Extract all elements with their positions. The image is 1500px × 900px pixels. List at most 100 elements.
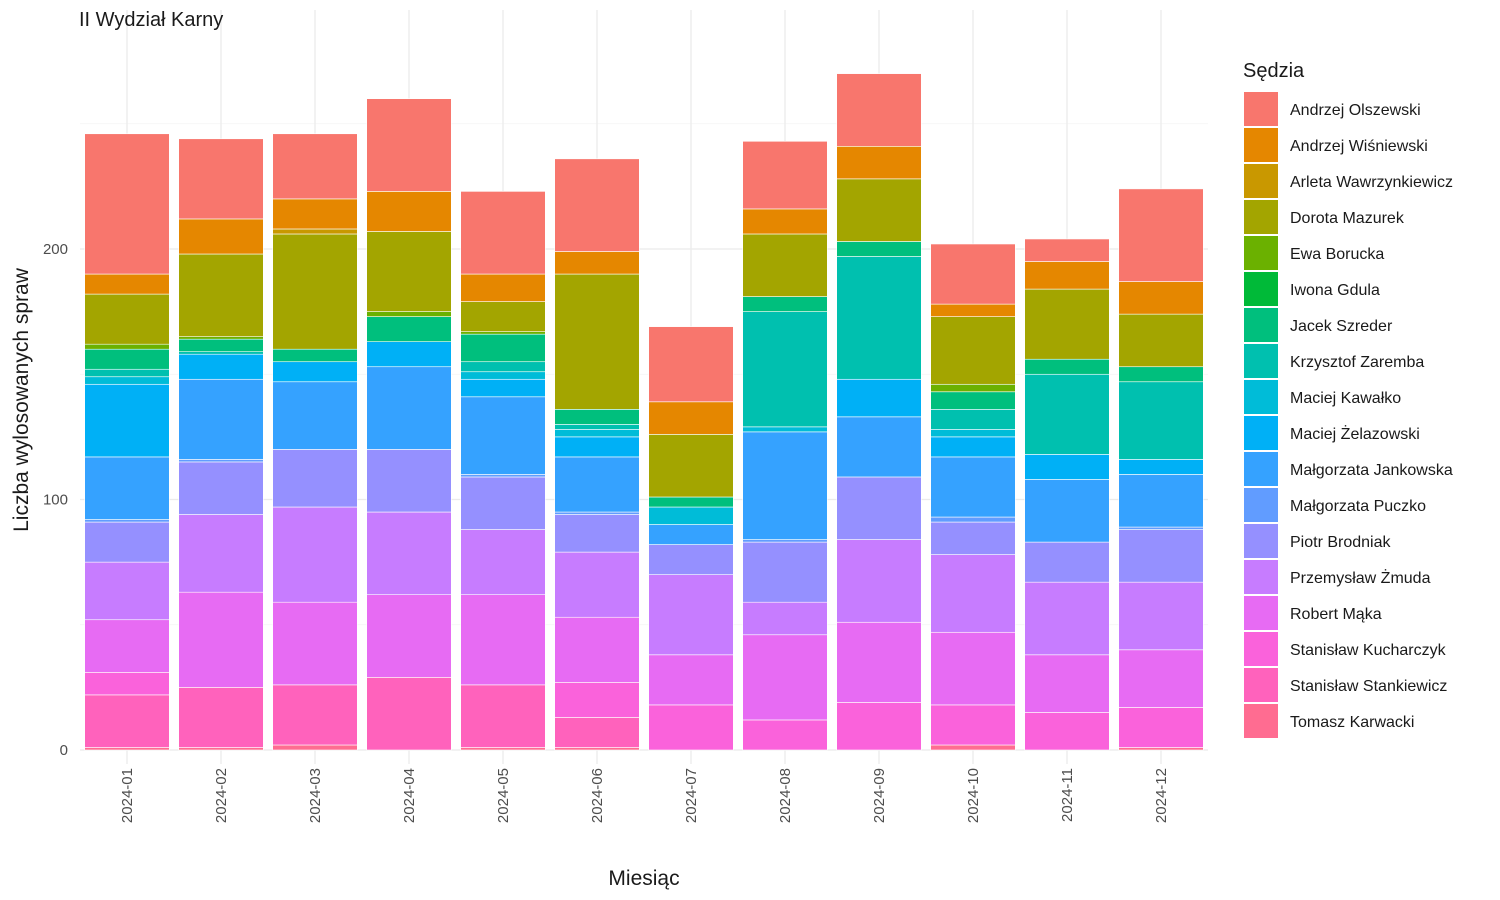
bar-segment [1118, 581, 1204, 651]
bar-segment [1024, 358, 1110, 375]
legend-swatch [1244, 308, 1278, 342]
bar-segment [930, 409, 1016, 430]
x-tick-label: 2024-10 [965, 768, 982, 823]
bar-segment [554, 436, 640, 458]
bar-segment [178, 591, 264, 688]
legend-item-label: Maciej Żelazowski [1290, 424, 1420, 443]
bar-segment [84, 348, 170, 370]
y-tick-label: 200 [43, 241, 68, 258]
bars-layer [84, 73, 1204, 751]
bar-segment [742, 539, 828, 543]
bar-segment [648, 401, 734, 435]
bar-segment [460, 476, 546, 530]
legend-item-label: Małgorzata Puczko [1290, 498, 1426, 515]
bar-segment [460, 684, 546, 748]
bar-segment [930, 243, 1016, 305]
x-axis-title: Miesiąc [608, 867, 679, 890]
bar-segment [1118, 474, 1204, 528]
legend-swatch [1244, 596, 1278, 630]
bar-segment [1118, 526, 1204, 530]
bar-segment [1118, 529, 1204, 583]
bar-segment [930, 429, 1016, 438]
bar-segment [84, 293, 170, 345]
bar-segment [366, 316, 452, 342]
bar-segment [366, 191, 452, 232]
legend-item-label: Jacek Szreder [1290, 318, 1393, 335]
bar-segment [84, 519, 170, 523]
bar-segment [366, 594, 452, 678]
bar-segment [1024, 581, 1110, 656]
bar-segment [648, 574, 734, 656]
bar-segment [178, 336, 264, 340]
bar-segment [460, 273, 546, 302]
bar-segment [930, 521, 1016, 555]
bar-segment [930, 436, 1016, 458]
x-tick-label: 2024-03 [307, 768, 324, 823]
bar-segment [84, 694, 170, 748]
x-tick-label: 2024-09 [871, 768, 888, 823]
bar-segment [272, 348, 358, 363]
bar-segment [930, 303, 1016, 317]
legend-swatch [1244, 524, 1278, 558]
legend-swatch [1244, 92, 1278, 126]
legend-item-label: Stanisław Kucharczyk [1290, 642, 1447, 659]
bar-stack-2024-11 [1024, 238, 1110, 751]
bar-segment [554, 456, 640, 513]
bar-segment [1118, 366, 1204, 383]
bar-segment [742, 426, 828, 433]
legend-item-label: Andrzej Olszewski [1290, 102, 1421, 119]
bar-segment [460, 747, 546, 751]
bar-segment [178, 514, 264, 593]
bar-stack-2024-03 [272, 133, 358, 751]
legend-item-label: Stanisław Stankiewicz [1290, 678, 1447, 695]
legend-swatch [1244, 200, 1278, 234]
bar-segment [836, 378, 922, 418]
x-tick-label: 2024-11 [1059, 768, 1076, 822]
bar-segment [84, 383, 170, 458]
legend-swatch [1244, 272, 1278, 306]
legend-swatch [1244, 560, 1278, 594]
bar-stack-2024-12 [1118, 188, 1204, 751]
bar-segment [178, 353, 264, 380]
bar-segment [742, 634, 828, 721]
bar-segment [178, 351, 264, 355]
bar-segment [1024, 712, 1110, 751]
bar-segment [648, 654, 734, 706]
bar-segment [366, 311, 452, 317]
bar-segment [178, 138, 264, 220]
bar-segment [554, 511, 640, 515]
bar-segment [460, 378, 546, 398]
bar-stack-2024-10 [930, 243, 1016, 751]
bar-segment [1118, 459, 1204, 475]
legend-swatch [1244, 236, 1278, 270]
bar-segment [1024, 373, 1110, 455]
bar-segment [836, 256, 922, 380]
bar-segment [272, 381, 358, 450]
bar-segment [178, 378, 264, 460]
bar-segment [366, 366, 452, 450]
bar-segment [272, 684, 358, 746]
legend-swatch [1244, 416, 1278, 450]
bar-stack-2024-01 [84, 133, 170, 751]
bar-segment [460, 529, 546, 595]
bar-segment [554, 273, 640, 410]
x-tick-label: 2024-04 [401, 768, 418, 823]
bar-segment [836, 621, 922, 703]
bar-segment [84, 273, 170, 295]
bar-segment [930, 456, 1016, 518]
bar-stack-2024-02 [178, 138, 264, 751]
legend-item-label: Krzysztof Zaremba [1290, 354, 1424, 371]
bar-segment [272, 601, 358, 686]
bar-segment [554, 429, 640, 438]
bar-segment [460, 191, 546, 275]
bar-segment [554, 717, 640, 748]
bar-segment [178, 338, 264, 353]
legend-swatch [1244, 488, 1278, 522]
bar-segment [460, 301, 546, 332]
bar-segment [1118, 707, 1204, 748]
bar-segment [366, 341, 452, 368]
bar-segment [84, 747, 170, 751]
y-axis-title: Liczba wylosowanych spraw [10, 267, 33, 532]
x-tick-label: 2024-01 [119, 768, 136, 823]
